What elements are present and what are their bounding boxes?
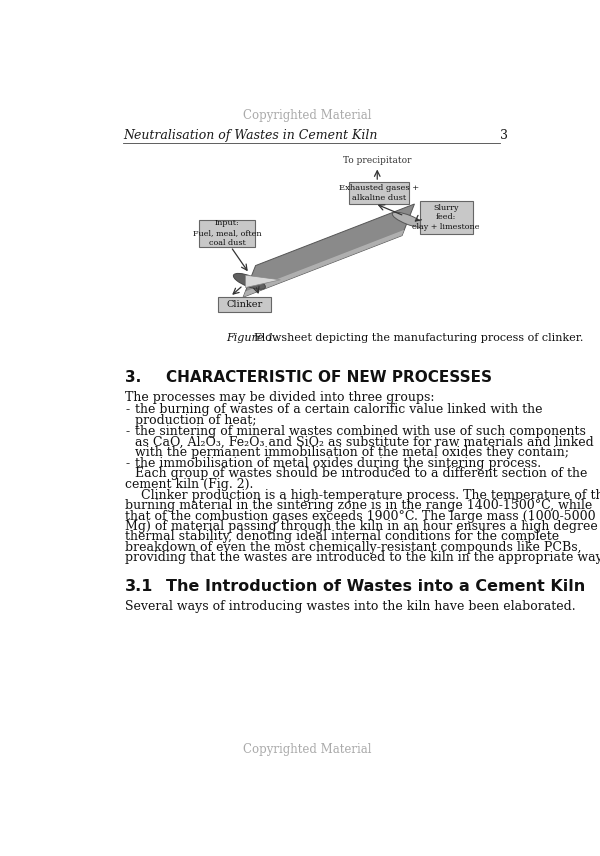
FancyBboxPatch shape	[420, 201, 473, 234]
FancyBboxPatch shape	[349, 182, 409, 204]
Text: Flowsheet depicting the manufacturing process of clinker.: Flowsheet depicting the manufacturing pr…	[247, 333, 583, 343]
Text: Clinker: Clinker	[227, 300, 263, 309]
Text: Copyrighted Material: Copyrighted Material	[243, 743, 372, 756]
Text: the burning of wastes of a certain calorific value linked with the: the burning of wastes of a certain calor…	[136, 403, 543, 416]
FancyBboxPatch shape	[218, 297, 271, 312]
Text: 3.: 3.	[125, 370, 142, 385]
Text: Mg) of material passing through the kiln in an hour ensures a high degree of: Mg) of material passing through the kiln…	[125, 520, 600, 533]
Text: Slurry
feed:
clay + limestone: Slurry feed: clay + limestone	[412, 204, 480, 231]
Text: -: -	[125, 457, 130, 470]
Text: 3.1: 3.1	[125, 579, 154, 593]
Text: Each group of wastes should be introduced to a different section of the: Each group of wastes should be introduce…	[136, 467, 588, 480]
Text: -: -	[125, 425, 130, 438]
Text: as CaO, Al₂O₃, Fe₂O₃ and SiO₂ as substitute for raw materials and linked: as CaO, Al₂O₃, Fe₂O₃ and SiO₂ as substit…	[136, 436, 594, 449]
Ellipse shape	[233, 273, 265, 289]
Text: To precipitator: To precipitator	[343, 156, 412, 165]
Text: the immobilisation of metal oxides during the sintering process.: the immobilisation of metal oxides durin…	[136, 457, 542, 470]
Text: -: -	[125, 403, 130, 416]
Text: burning material in the sintering zone is in the range 1400-1500°C, while: burning material in the sintering zone i…	[125, 499, 593, 512]
Text: CHARACTERISTIC OF NEW PROCESSES: CHARACTERISTIC OF NEW PROCESSES	[166, 370, 493, 385]
Polygon shape	[243, 229, 404, 297]
Text: Several ways of introducing wastes into the kiln have been elaborated.: Several ways of introducing wastes into …	[125, 600, 575, 613]
Text: thermal stability, denoting ideal internal conditions for the complete: thermal stability, denoting ideal intern…	[125, 531, 560, 544]
Polygon shape	[245, 275, 280, 288]
Text: Neutralisation of Wastes in Cement Kiln: Neutralisation of Wastes in Cement Kiln	[123, 128, 377, 141]
Text: cement kiln (Fig. 2).: cement kiln (Fig. 2).	[125, 478, 254, 490]
Text: 3: 3	[500, 128, 508, 141]
Text: that of the combustion gases exceeds 1900°C. The large mass (1000-5000: that of the combustion gases exceeds 190…	[125, 509, 596, 523]
Text: Exhausted gases +
alkaline dust: Exhausted gases + alkaline dust	[339, 183, 419, 202]
Text: with the permanent immobilisation of the metal oxides they contain;: with the permanent immobilisation of the…	[136, 446, 569, 459]
Text: the sintering of mineral wastes combined with use of such components: the sintering of mineral wastes combined…	[136, 425, 586, 438]
Text: Clinker production is a high-temperature process. The temperature of the: Clinker production is a high-temperature…	[125, 489, 600, 502]
FancyBboxPatch shape	[199, 220, 255, 247]
Text: production of heat;: production of heat;	[136, 413, 257, 427]
Text: Copyrighted Material: Copyrighted Material	[243, 109, 372, 122]
Text: Figure 1.: Figure 1.	[226, 333, 278, 343]
Text: Input:
Fuel, meal, often
coal dust: Input: Fuel, meal, often coal dust	[193, 219, 261, 247]
Text: providing that the wastes are introduced to the kiln in the appropriate way.: providing that the wastes are introduced…	[125, 551, 600, 564]
Ellipse shape	[392, 212, 424, 228]
Text: breakdown of even the most chemically-resistant compounds like PCBs,: breakdown of even the most chemically-re…	[125, 541, 582, 554]
Text: The processes may be divided into three groups:: The processes may be divided into three …	[125, 391, 434, 405]
Polygon shape	[243, 204, 415, 297]
Text: The Introduction of Wastes into a Cement Kiln: The Introduction of Wastes into a Cement…	[166, 579, 586, 593]
